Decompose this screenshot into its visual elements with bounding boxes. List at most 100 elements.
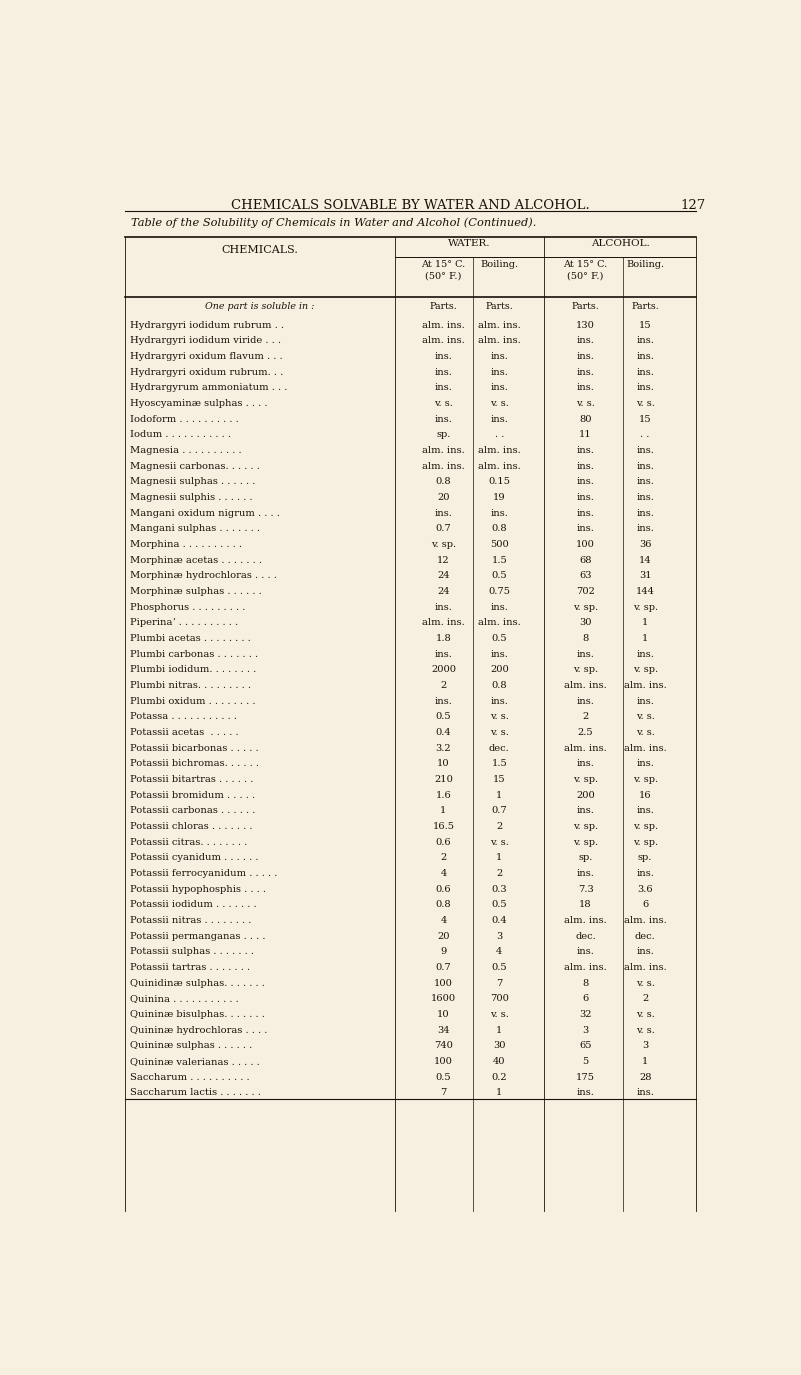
Text: 210: 210 bbox=[434, 775, 453, 784]
Text: 12: 12 bbox=[437, 556, 449, 565]
Text: ins.: ins. bbox=[490, 384, 508, 392]
Text: Morphinæ sulphas . . . . . .: Morphinæ sulphas . . . . . . bbox=[130, 587, 262, 595]
Text: 1: 1 bbox=[642, 634, 648, 644]
Text: 740: 740 bbox=[434, 1041, 453, 1050]
Text: alm. ins.: alm. ins. bbox=[624, 681, 666, 690]
Text: 2.5: 2.5 bbox=[578, 727, 594, 737]
Text: ins.: ins. bbox=[577, 509, 594, 517]
Text: alm. ins.: alm. ins. bbox=[624, 916, 666, 925]
Text: 18: 18 bbox=[579, 901, 592, 909]
Text: 0.5: 0.5 bbox=[492, 634, 507, 644]
Text: ins.: ins. bbox=[434, 384, 453, 392]
Text: Potassii bichromas. . . . . .: Potassii bichromas. . . . . . bbox=[130, 759, 259, 769]
Text: ins.: ins. bbox=[490, 352, 508, 362]
Text: v. s.: v. s. bbox=[636, 712, 654, 722]
Text: Mangani sulphas . . . . . . .: Mangani sulphas . . . . . . . bbox=[130, 524, 260, 534]
Text: Quininæ valerianas . . . . .: Quininæ valerianas . . . . . bbox=[130, 1057, 260, 1066]
Text: 1.5: 1.5 bbox=[491, 556, 507, 565]
Text: alm. ins.: alm. ins. bbox=[422, 320, 465, 330]
Text: ins.: ins. bbox=[577, 337, 594, 345]
Text: Table of the Solubility of Chemicals in Water and Alcohol (Continued).: Table of the Solubility of Chemicals in … bbox=[131, 219, 537, 228]
Text: 0.8: 0.8 bbox=[436, 477, 451, 487]
Text: ins.: ins. bbox=[636, 367, 654, 377]
Text: Potassii bitartras . . . . . .: Potassii bitartras . . . . . . bbox=[130, 775, 253, 784]
Text: ins.: ins. bbox=[636, 352, 654, 362]
Text: v. s.: v. s. bbox=[636, 399, 654, 408]
Text: 1.6: 1.6 bbox=[436, 791, 451, 800]
Text: Potassii carbonas . . . . . .: Potassii carbonas . . . . . . bbox=[130, 806, 256, 815]
Text: 0.3: 0.3 bbox=[492, 884, 507, 894]
Text: 0.5: 0.5 bbox=[436, 712, 451, 722]
Text: v. s.: v. s. bbox=[636, 979, 654, 987]
Text: Potassii cyanidum . . . . . .: Potassii cyanidum . . . . . . bbox=[130, 854, 259, 862]
Text: ins.: ins. bbox=[636, 1089, 654, 1097]
Text: 14: 14 bbox=[639, 556, 651, 565]
Text: dec.: dec. bbox=[575, 932, 596, 941]
Text: ins.: ins. bbox=[636, 806, 654, 815]
Text: 0.5: 0.5 bbox=[492, 901, 507, 909]
Text: 5: 5 bbox=[582, 1057, 589, 1066]
Text: v. s.: v. s. bbox=[636, 1011, 654, 1019]
Text: ins.: ins. bbox=[490, 509, 508, 517]
Text: ALCOHOL.: ALCOHOL. bbox=[590, 239, 650, 247]
Text: 24: 24 bbox=[437, 587, 449, 595]
Text: 3.6: 3.6 bbox=[638, 884, 653, 894]
Text: CHEMICALS SOLVABLE BY WATER AND ALCOHOL.: CHEMICALS SOLVABLE BY WATER AND ALCOHOL. bbox=[231, 199, 590, 212]
Text: ins.: ins. bbox=[636, 494, 654, 502]
Text: 1: 1 bbox=[496, 791, 502, 800]
Text: 2: 2 bbox=[496, 822, 502, 830]
Text: ins.: ins. bbox=[577, 806, 594, 815]
Text: 11: 11 bbox=[579, 430, 592, 440]
Text: 0.2: 0.2 bbox=[492, 1072, 507, 1082]
Text: ins.: ins. bbox=[636, 524, 654, 534]
Text: v. s.: v. s. bbox=[490, 837, 509, 847]
Text: v. s.: v. s. bbox=[636, 1026, 654, 1035]
Text: 16: 16 bbox=[639, 791, 651, 800]
Text: 7: 7 bbox=[441, 1089, 447, 1097]
Text: 2: 2 bbox=[441, 854, 446, 862]
Text: ins.: ins. bbox=[636, 650, 654, 659]
Text: Parts.: Parts. bbox=[485, 301, 513, 311]
Text: 31: 31 bbox=[639, 572, 651, 580]
Text: 8: 8 bbox=[582, 634, 589, 644]
Text: . .: . . bbox=[641, 430, 650, 440]
Text: Saccharum lactis . . . . . . .: Saccharum lactis . . . . . . . bbox=[130, 1089, 261, 1097]
Text: dec.: dec. bbox=[489, 744, 509, 752]
Text: Iodum . . . . . . . . . . .: Iodum . . . . . . . . . . . bbox=[130, 430, 231, 440]
Text: ins.: ins. bbox=[636, 337, 654, 345]
Text: Potassii bicarbonas . . . . .: Potassii bicarbonas . . . . . bbox=[130, 744, 259, 752]
Text: 3: 3 bbox=[582, 1026, 589, 1035]
Text: v. s.: v. s. bbox=[490, 1011, 509, 1019]
Text: 0.6: 0.6 bbox=[436, 837, 451, 847]
Text: ins.: ins. bbox=[434, 602, 453, 612]
Text: Morphinæ hydrochloras . . . .: Morphinæ hydrochloras . . . . bbox=[130, 572, 277, 580]
Text: Potassii hypophosphis . . . .: Potassii hypophosphis . . . . bbox=[130, 884, 266, 894]
Text: 15: 15 bbox=[493, 775, 505, 784]
Text: Plumbi iodidum. . . . . . . .: Plumbi iodidum. . . . . . . . bbox=[130, 666, 256, 674]
Text: v. s.: v. s. bbox=[490, 712, 509, 722]
Text: 15: 15 bbox=[639, 415, 651, 424]
Text: 3: 3 bbox=[496, 932, 502, 941]
Text: ins.: ins. bbox=[636, 384, 654, 392]
Text: 100: 100 bbox=[434, 1057, 453, 1066]
Text: ins.: ins. bbox=[434, 650, 453, 659]
Text: Potassii tartras . . . . . . .: Potassii tartras . . . . . . . bbox=[130, 962, 250, 972]
Text: WATER.: WATER. bbox=[449, 239, 491, 247]
Text: 0.15: 0.15 bbox=[489, 477, 510, 487]
Text: Quinidinæ sulphas. . . . . . .: Quinidinæ sulphas. . . . . . . bbox=[130, 979, 265, 987]
Text: 144: 144 bbox=[636, 587, 654, 595]
Text: One part is soluble in :: One part is soluble in : bbox=[205, 301, 315, 311]
Text: alm. ins.: alm. ins. bbox=[478, 320, 521, 330]
Text: 65: 65 bbox=[579, 1041, 592, 1050]
Text: ins.: ins. bbox=[434, 352, 453, 362]
Text: 19: 19 bbox=[493, 494, 505, 502]
Text: Hyoscyaminæ sulphas . . . .: Hyoscyaminæ sulphas . . . . bbox=[130, 399, 268, 408]
Text: sp.: sp. bbox=[437, 430, 451, 440]
Text: v. s.: v. s. bbox=[490, 399, 509, 408]
Text: 7.3: 7.3 bbox=[578, 884, 594, 894]
Text: v. sp.: v. sp. bbox=[573, 775, 598, 784]
Text: ins.: ins. bbox=[577, 352, 594, 362]
Text: Plumbi carbonas . . . . . . .: Plumbi carbonas . . . . . . . bbox=[130, 650, 258, 659]
Text: ins.: ins. bbox=[577, 650, 594, 659]
Text: ins.: ins. bbox=[577, 477, 594, 487]
